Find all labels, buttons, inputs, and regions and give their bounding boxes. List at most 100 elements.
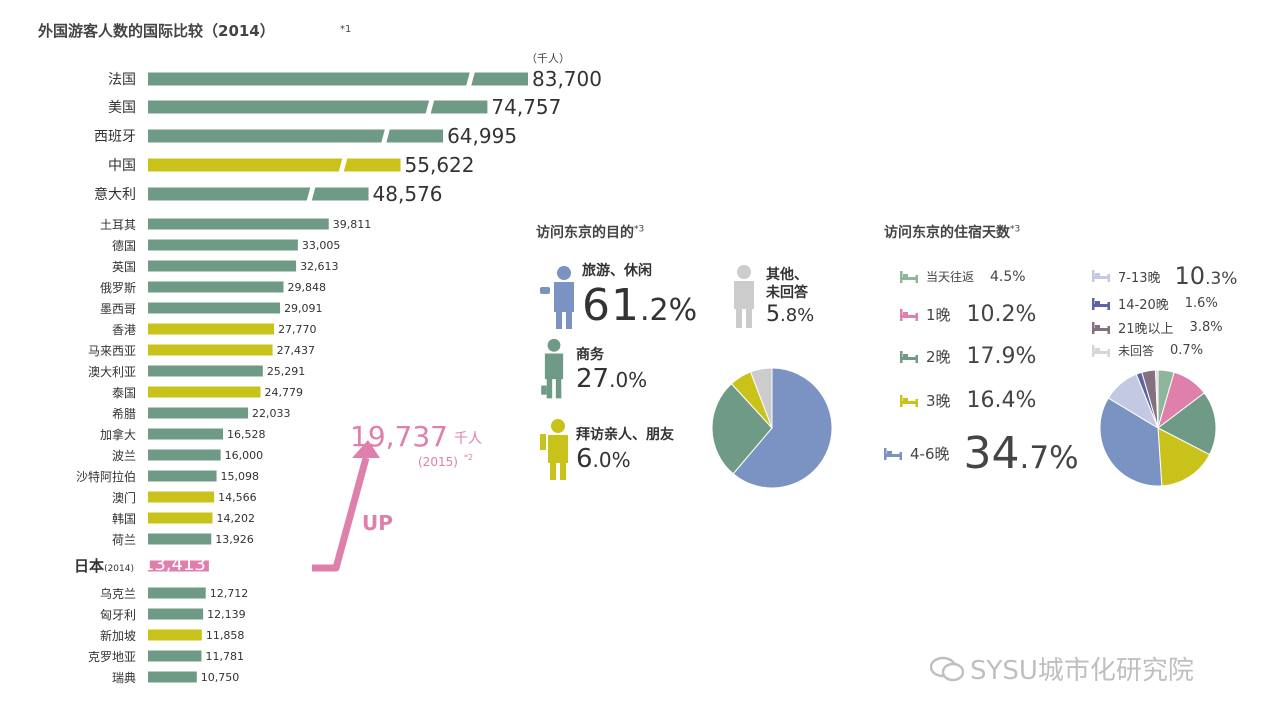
bar-value-label: 14,566 <box>218 491 257 504</box>
bar <box>148 158 401 172</box>
bed-icon <box>1092 344 1110 357</box>
stay-value: 16.4% <box>966 388 1037 413</box>
stay-label: 4-6晚 <box>910 445 950 463</box>
bar <box>148 72 528 86</box>
bar-value-label: 32,613 <box>300 260 339 273</box>
bar-value-label: 11,858 <box>206 629 245 642</box>
bar <box>148 587 206 599</box>
stay-label: 当天往返 <box>926 270 975 284</box>
bar <box>148 239 298 251</box>
bar-category-label: 波兰 <box>112 449 136 463</box>
callout-note: *2 <box>464 453 473 462</box>
bar-category-label: 英国 <box>112 260 136 274</box>
bar-value-label: 15,098 <box>221 470 260 483</box>
bar-value-label: 55,622 <box>405 153 475 177</box>
bar <box>148 608 204 620</box>
stay-legend-item: 未回答 0.7% <box>1092 342 1203 359</box>
purpose-business: 商务 27.0% <box>540 338 647 402</box>
purpose-label: 商务 <box>576 347 604 363</box>
bar <box>148 449 221 461</box>
bar-category-label: 荷兰 <box>112 533 136 547</box>
bar-break <box>425 99 435 115</box>
other-person-icon <box>734 265 754 328</box>
purpose-title: 访问东京的目的*3 <box>536 224 645 241</box>
stay-legend-item: 当天往返 4.5% <box>900 268 1026 285</box>
bar-category-label: 西班牙 <box>94 129 136 145</box>
bar-break <box>338 157 348 173</box>
stay-value: 4.5% <box>990 268 1026 285</box>
purpose-tourism: 旅游、休闲 61.2% <box>530 262 697 331</box>
bed-icon <box>1092 270 1110 282</box>
stay-legend-item: 7-13晚 10.3% <box>1092 262 1237 290</box>
bed-icon <box>900 350 918 363</box>
purpose-label: 旅游、休闲 <box>582 263 652 279</box>
bar-value-label: 11,781 <box>205 650 244 663</box>
bar-category-label: 加拿大 <box>100 427 136 442</box>
bar-category-label: 墨西哥 <box>100 302 136 316</box>
bar <box>148 560 209 572</box>
bar <box>148 629 202 641</box>
bar <box>148 187 369 201</box>
business-icon <box>541 338 564 399</box>
stay-legend-item: 4-6晚 34.7% <box>884 428 1079 479</box>
bar-value-label: 14,202 <box>216 512 255 525</box>
stay-legend-item: 21晚以上 3.8% <box>1092 318 1223 337</box>
pie-slice <box>711 383 773 475</box>
callout-year: (2015) <box>418 455 458 469</box>
stay-value: 3.8% <box>1189 320 1223 335</box>
bar-value-label: 12,139 <box>207 608 246 621</box>
purpose-value-dec: .0% <box>592 448 631 472</box>
purpose-value-int: 5 <box>766 301 780 327</box>
bar <box>148 512 213 524</box>
bar <box>148 218 329 230</box>
bed-icon <box>884 447 902 460</box>
bar <box>148 470 217 482</box>
bar <box>148 407 249 419</box>
watermark: SYSU城市化研究院 <box>930 650 1194 687</box>
up-arrow <box>312 457 370 572</box>
purpose-value-dec: .0% <box>609 368 648 392</box>
bed-icon <box>900 270 918 283</box>
pie-slice <box>732 367 833 489</box>
bar-category-label: 法国 <box>108 72 136 88</box>
bar <box>148 491 215 503</box>
pie-slice <box>749 367 773 429</box>
purpose-label: 其他、 <box>766 266 808 283</box>
bar <box>148 323 275 335</box>
bar-category-label: 德国 <box>112 238 136 253</box>
stay-label: 1晚 <box>926 306 951 324</box>
tourist-icon <box>540 265 574 329</box>
bar-value-label: 83,700 <box>532 67 602 91</box>
unit-label: （千人） <box>526 52 570 65</box>
purpose-value-dec: .8% <box>780 304 815 326</box>
bar-category-label: 香港 <box>112 323 136 337</box>
bar <box>148 365 263 377</box>
visiting-icon <box>540 419 568 480</box>
pie-slice <box>1157 427 1211 487</box>
bar-chart-title: 外国游客人数的国际比较（2014） <box>37 22 275 40</box>
bar-category-label: 澳大利亚 <box>88 365 136 379</box>
bar-category-label: 澳门 <box>112 490 136 505</box>
purpose-label: 未回答 <box>766 284 808 301</box>
bar-value-label: 25,291 <box>267 365 306 378</box>
bar-value-label: 24,779 <box>264 386 303 399</box>
bar-category-label: 马来西亚 <box>88 344 136 358</box>
bar-category-label: 沙特阿拉伯 <box>76 469 136 484</box>
bar <box>148 428 224 440</box>
bar-break <box>306 186 316 202</box>
stay-legend-item: 3晚 16.4% <box>900 388 1036 413</box>
bed-icon <box>1092 321 1110 334</box>
bar-category-label: 新加坡 <box>100 628 136 643</box>
bar <box>148 533 212 545</box>
bar-break <box>381 128 391 144</box>
bar-value-label: 27,770 <box>278 323 317 336</box>
purpose-value-dec: .2% <box>640 293 698 328</box>
stay-label: 14-20晚 <box>1118 298 1169 313</box>
bar-break <box>466 71 475 87</box>
bar-value-label: 64,995 <box>447 124 517 148</box>
bar-category-label: 克罗地亚 <box>88 650 136 664</box>
bar-value-label: 33,005 <box>302 239 341 252</box>
watermark-text: SYSU城市化研究院 <box>970 656 1194 686</box>
pie-slice <box>1154 369 1159 429</box>
bar-category-label: 泰国 <box>112 386 136 400</box>
